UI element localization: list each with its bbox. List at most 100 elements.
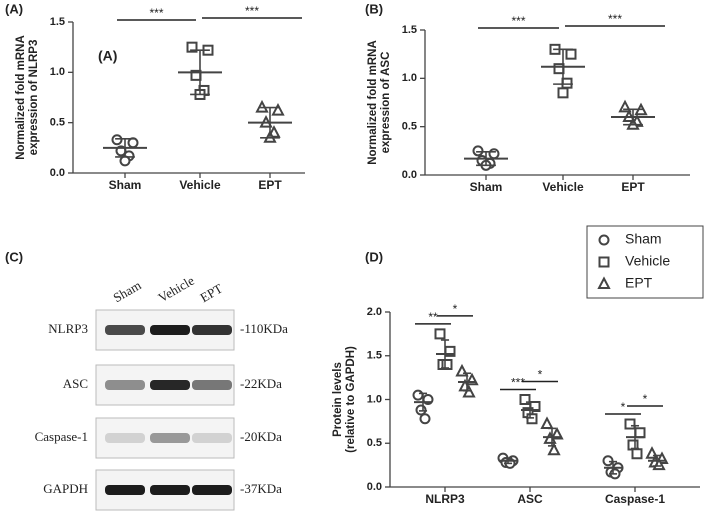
y-tick-label: 1.5 — [367, 350, 382, 362]
point — [119, 155, 131, 167]
blot-band — [192, 380, 232, 390]
legend-label: Vehicle — [625, 253, 670, 269]
point — [598, 256, 610, 268]
lane-label: Vehicle — [155, 273, 196, 306]
significance-label: *** — [511, 14, 525, 28]
significance-label: ** — [428, 310, 438, 324]
x-tick-label: Vehicle — [542, 180, 584, 194]
point — [441, 359, 453, 370]
protein-label: GAPDH — [43, 481, 88, 496]
size-label: -110KDa — [240, 321, 288, 336]
y-tick-label: 0.0 — [367, 481, 382, 493]
blot-band — [150, 485, 190, 495]
significance-label: *** — [608, 12, 622, 26]
y-axis-label: Protein levels — [332, 362, 344, 437]
point — [602, 455, 614, 467]
y-tick-label: 0.0 — [50, 167, 65, 179]
point — [462, 384, 476, 398]
protein-label: Caspase-1 — [35, 429, 88, 444]
y-tick-label: 0.5 — [50, 117, 65, 129]
blot-band — [105, 433, 145, 443]
point — [186, 41, 198, 53]
x-tick-label: EPT — [258, 178, 282, 192]
blot-band — [150, 380, 190, 390]
x-tick-label: NLRP3 — [425, 492, 465, 506]
protein-label: NLRP3 — [48, 321, 88, 336]
y-tick-label: 1.0 — [367, 393, 382, 405]
legend-label: EPT — [625, 275, 653, 291]
panel-label: (A) — [5, 1, 23, 16]
point — [434, 328, 446, 340]
lane-label: Sham — [110, 277, 143, 305]
y-tick-label: 1.0 — [402, 72, 417, 84]
size-label: -37KDa — [240, 481, 282, 496]
panel-label: (D) — [365, 249, 383, 264]
blot-frame — [95, 417, 235, 459]
x-tick-label: Vehicle — [179, 178, 221, 192]
blot-band — [105, 485, 145, 495]
point — [412, 389, 424, 401]
point — [472, 145, 484, 157]
point — [488, 148, 500, 160]
y-tick-label: 0.5 — [367, 437, 382, 449]
point — [565, 48, 577, 60]
point — [634, 427, 646, 439]
y-tick-label: 1.0 — [50, 66, 65, 78]
panel-label: (C) — [5, 249, 23, 264]
point — [561, 77, 573, 89]
point — [111, 134, 123, 146]
x-tick-label: Caspase-1 — [605, 492, 665, 506]
significance-label: *** — [149, 6, 163, 20]
significance-label: * — [643, 392, 648, 406]
y-tick-label: 0.5 — [402, 121, 417, 133]
point — [597, 276, 611, 289]
y-axis-label: Normalized fold mRNA — [15, 35, 27, 160]
significance-label: *** — [511, 376, 525, 390]
point — [547, 442, 561, 456]
blot-band — [192, 325, 232, 335]
lane-label: EPT — [197, 281, 225, 306]
significance-label: * — [453, 302, 458, 316]
y-tick-label: 1.5 — [402, 24, 417, 36]
point — [598, 234, 610, 246]
legend-label: Sham — [625, 231, 662, 247]
x-tick-label: Sham — [109, 178, 142, 192]
y-axis-label: expression of ASC — [380, 52, 392, 154]
point — [624, 418, 636, 430]
point — [553, 63, 565, 75]
y-axis-label: expression of NLRP3 — [28, 40, 40, 156]
significance-label: *** — [245, 4, 259, 18]
point — [127, 137, 139, 149]
inset-label: (A) — [98, 48, 117, 64]
size-label: -20KDa — [240, 429, 282, 444]
point — [526, 413, 538, 425]
x-tick-label: ASC — [517, 492, 543, 506]
point — [519, 394, 531, 405]
blot-band — [150, 325, 190, 335]
x-tick-label: EPT — [621, 180, 645, 194]
blot-band — [150, 433, 190, 443]
point — [271, 102, 285, 116]
significance-label: * — [621, 400, 626, 414]
point — [415, 404, 427, 416]
point — [419, 413, 431, 425]
blot-band — [105, 325, 145, 335]
y-tick-label: 0.0 — [402, 169, 417, 181]
point — [631, 448, 643, 460]
blot-band — [192, 433, 232, 443]
blot-band — [105, 380, 145, 390]
point — [540, 416, 554, 429]
y-tick-label: 2.0 — [367, 306, 382, 318]
blot-band — [192, 485, 232, 495]
point — [557, 87, 569, 99]
protein-label: ASC — [63, 376, 88, 391]
y-tick-label: 1.5 — [50, 16, 65, 28]
size-label: -22KDa — [240, 376, 282, 391]
panel-label: (B) — [365, 1, 383, 16]
x-tick-label: Sham — [470, 180, 503, 194]
y-axis-label: (relative to GAPDH) — [345, 346, 357, 453]
point — [455, 363, 469, 377]
significance-label: * — [538, 368, 543, 382]
y-axis-label: Normalized fold mRNA — [367, 40, 379, 165]
